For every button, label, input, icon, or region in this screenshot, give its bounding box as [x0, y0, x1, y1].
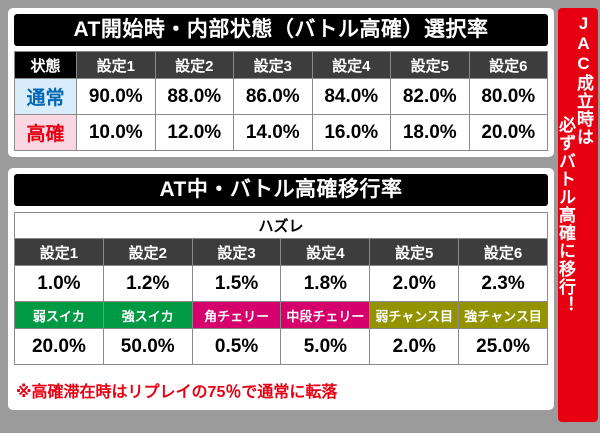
value-cell: 88.0%: [154, 78, 234, 115]
value-cell: 90.0%: [76, 78, 156, 115]
value-cell: 1.2%: [102, 265, 193, 302]
state-kokaku-label: 高確: [14, 114, 77, 151]
value-cell: 86.0%: [233, 78, 313, 115]
setting-header: 設定5: [369, 238, 460, 266]
at-battle-title: AT中・バトル高確移行率: [14, 174, 548, 206]
content-column: AT開始時・内部状態（バトル高確）選択率 状態 設定1 設定2 設定3 設定4 …: [8, 8, 554, 410]
setting-header: 設定4: [311, 51, 391, 79]
at-battle-panel: AT中・バトル高確移行率 ハズレ 設定1 設定2 設定3 設定4 設定5 設定6: [8, 168, 554, 410]
value-cell: 5.0%: [280, 328, 371, 365]
value-cell: 0.5%: [191, 328, 282, 365]
role-header-weak-chance: 弱チャンス目: [369, 301, 460, 329]
state-normal-label: 通常: [14, 78, 77, 115]
jac-banner: JAC成立時は 必ずバトル高確に移行！: [556, 8, 598, 422]
value-cell: 1.0%: [14, 265, 104, 302]
setting-header: 設定6: [458, 238, 548, 266]
value-cell: 84.0%: [311, 78, 391, 115]
value-cell: 80.0%: [468, 78, 548, 115]
at-start-title: AT開始時・内部状態（バトル高確）選択率: [14, 14, 548, 46]
table-row: 20.0% 50.0% 0.5% 5.0% 2.0% 25.0%: [14, 328, 548, 365]
setting-header: 設定1: [14, 238, 104, 266]
value-cell: 2.3%: [458, 265, 548, 302]
table-row: 高確 10.0% 12.0% 14.0% 16.0% 18.0% 20.0%: [14, 114, 548, 151]
value-cell: 16.0%: [311, 114, 391, 151]
value-cell: 1.5%: [191, 265, 282, 302]
value-cell: 1.8%: [280, 265, 371, 302]
banner-text-line: JAC成立時は: [574, 14, 593, 146]
role-header-strong-suika: 強スイカ: [102, 301, 193, 329]
setting-header: 設定5: [390, 51, 470, 79]
at-start-panel: AT開始時・内部状態（バトル高確）選択率 状態 設定1 設定2 設定3 設定4 …: [8, 8, 554, 157]
table-header-row: 設定1 設定2 設定3 設定4 設定5 設定6: [14, 238, 548, 266]
state-header-cell: 状態: [14, 51, 77, 79]
value-cell: 14.0%: [233, 114, 313, 151]
setting-header: 設定4: [280, 238, 371, 266]
value-cell: 20.0%: [468, 114, 548, 151]
table-header-row: 状態 設定1 設定2 設定3 設定4 設定5 設定6: [14, 51, 548, 79]
table-header-row: ハズレ: [14, 212, 548, 239]
value-cell: 10.0%: [76, 114, 156, 151]
setting-header: 設定1: [76, 51, 156, 79]
footnote: ※高確滞在時はリプレイの75％で通常に転落: [16, 384, 338, 401]
value-cell: 12.0%: [154, 114, 234, 151]
role-header-kado-cherry: 角チェリー: [191, 301, 282, 329]
table-header-row: 弱スイカ 強スイカ 角チェリー 中段チェリー 弱チャンス目 強チャンス目: [14, 301, 548, 329]
value-cell: 82.0%: [390, 78, 470, 115]
setting-header: 設定6: [468, 51, 548, 79]
role-header-strong-chance: 強チャンス目: [458, 301, 548, 329]
value-cell: 20.0%: [14, 328, 104, 365]
value-cell: 50.0%: [102, 328, 193, 365]
setting-header: 設定3: [191, 238, 282, 266]
table-row: 通常 90.0% 88.0% 86.0% 84.0% 82.0% 80.0%: [14, 78, 548, 115]
at-battle-table: ハズレ 設定1 設定2 設定3 設定4 設定5 設定6 1.0% 1.2% 1.…: [14, 212, 548, 365]
value-cell: 25.0%: [458, 328, 548, 365]
role-header-weak-suika: 弱スイカ: [14, 301, 104, 329]
value-cell: 2.0%: [369, 328, 460, 365]
setting-header: 設定3: [233, 51, 313, 79]
setting-header: 設定2: [102, 238, 193, 266]
value-cell: 18.0%: [390, 114, 470, 151]
at-start-table: 状態 設定1 設定2 設定3 設定4 設定5 設定6 通常 90.0% 88.0…: [14, 51, 548, 151]
table-row: 1.0% 1.2% 1.5% 1.8% 2.0% 2.3%: [14, 265, 548, 302]
banner-text-line: 必ずバトル高確に移行！: [556, 116, 575, 314]
value-cell: 2.0%: [369, 265, 460, 302]
setting-header: 設定2: [154, 51, 234, 79]
hazure-header-cell: ハズレ: [14, 212, 548, 239]
role-header-chudan-cherry: 中段チェリー: [280, 301, 371, 329]
